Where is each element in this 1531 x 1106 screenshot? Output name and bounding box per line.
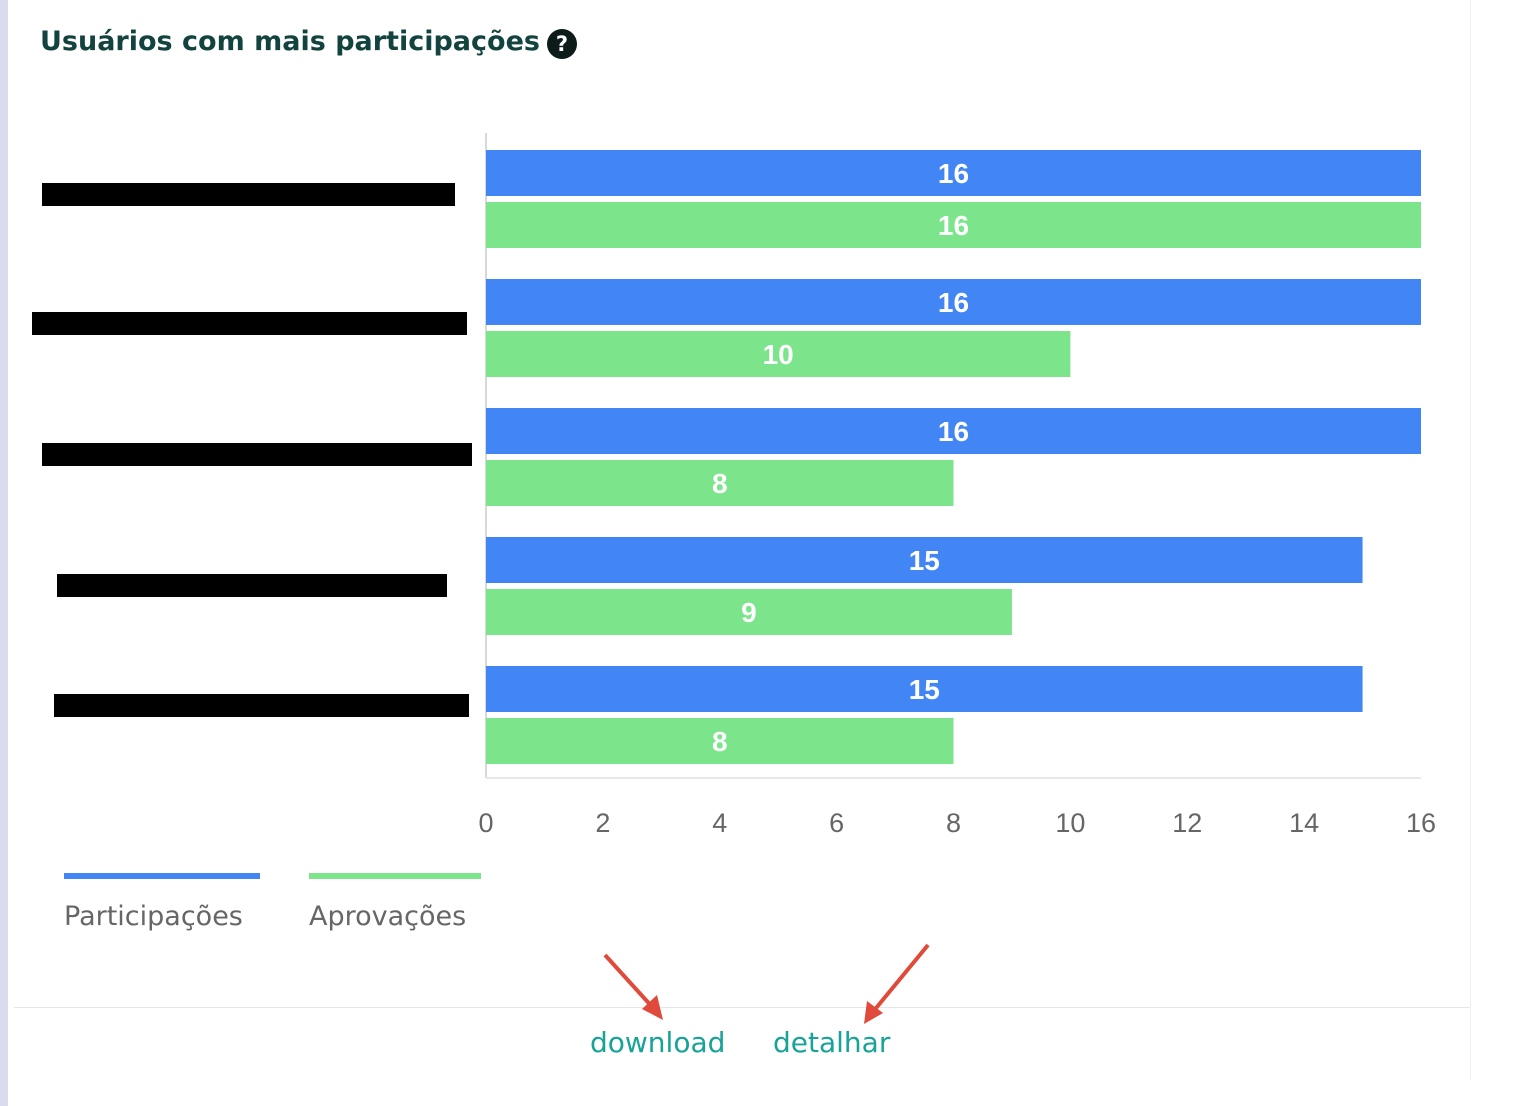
- x-tick-label: 6: [829, 808, 844, 838]
- redacted-category-label: [32, 312, 467, 335]
- left-edge-strip: [0, 0, 8, 1106]
- x-tick-label: 14: [1289, 808, 1319, 838]
- x-tick-label: 4: [712, 808, 727, 838]
- x-tick-label: 0: [478, 808, 493, 838]
- redacted-category-label: [42, 183, 455, 206]
- bar: [486, 537, 1363, 583]
- bar: [486, 150, 1421, 196]
- bar: [486, 460, 954, 506]
- bar-value-label: 16: [938, 287, 969, 318]
- redacted-category-label: [54, 694, 469, 717]
- bar: [486, 279, 1421, 325]
- bar-value-label: 10: [763, 339, 794, 370]
- bar: [486, 718, 954, 764]
- legend-swatch-participacoes: [64, 873, 260, 879]
- bar: [486, 202, 1421, 248]
- svg-text:?: ?: [556, 32, 568, 56]
- legend-swatch-aprovacoes: [309, 873, 481, 879]
- download-link[interactable]: download: [590, 1026, 726, 1059]
- legend-label-aprovacoes: Aprovações: [309, 901, 467, 932]
- bar: [486, 666, 1363, 712]
- legend-item-participacoes[interactable]: Participações: [64, 873, 260, 932]
- bar-value-label: 16: [938, 210, 969, 241]
- x-tick-label: 10: [1055, 808, 1085, 838]
- bar-value-label: 8: [712, 468, 728, 499]
- bar: [486, 589, 1012, 635]
- x-tick-label: 8: [946, 808, 961, 838]
- legend-item-aprovacoes[interactable]: Aprovações: [309, 873, 481, 932]
- redacted-category-label: [42, 443, 472, 466]
- x-tick-label: 12: [1172, 808, 1202, 838]
- bar-value-label: 15: [909, 545, 940, 576]
- x-tick-label: 16: [1406, 808, 1436, 838]
- x-tick-label: 2: [595, 808, 610, 838]
- legend-label-participacoes: Participações: [64, 901, 243, 932]
- bar-value-label: 15: [909, 674, 940, 705]
- question-circle-icon[interactable]: ?: [546, 28, 578, 60]
- bar-value-label: 9: [741, 597, 757, 628]
- redacted-category-label: [57, 574, 447, 597]
- card-title: Usuários com mais participações: [40, 26, 540, 57]
- bar-value-label: 8: [712, 726, 728, 757]
- detail-link[interactable]: detalhar: [773, 1026, 891, 1059]
- footer-divider: [14, 1007, 1470, 1008]
- bar-value-label: 16: [938, 416, 969, 447]
- bar-value-label: 16: [938, 158, 969, 189]
- bar: [486, 331, 1071, 377]
- bar: [486, 408, 1421, 454]
